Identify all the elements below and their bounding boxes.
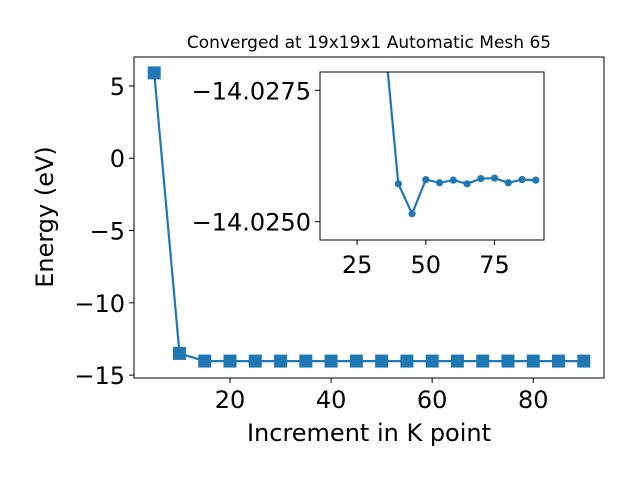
inset-y-tick-label: −14.0250	[192, 209, 311, 237]
inset-x-tick-label: 25	[342, 251, 373, 279]
inset-plot-frame	[319, 71, 545, 241]
chart-title: Converged at 19x19x1 Automatic Mesh 65	[187, 33, 551, 53]
inset-data-point	[532, 176, 540, 184]
main-series-group	[147, 66, 591, 368]
inset-data-point	[490, 174, 499, 182]
x-tick-label: 40	[316, 386, 347, 414]
inset-y-ticks: −14.0275 −14.0250	[192, 77, 320, 237]
main-data-point	[577, 354, 591, 368]
main-data-point	[450, 354, 464, 368]
x-tick-label: 60	[417, 386, 448, 414]
main-y-ticks: 5 0 −5 −10 −15	[74, 73, 134, 390]
y-axis-title: Energy (eV)	[31, 146, 59, 288]
main-data-point	[172, 346, 186, 360]
y-tick-label: 0	[110, 145, 125, 173]
y-tick-label: 5	[110, 73, 125, 101]
x-axis-title: Increment in K point	[247, 419, 491, 447]
inset-data-point	[504, 179, 512, 187]
y-tick-label: −10	[74, 290, 125, 318]
main-data-point	[375, 354, 389, 368]
x-tick-label: 80	[518, 386, 549, 414]
inset-data-point	[463, 180, 471, 188]
inset-series-group	[386, 72, 540, 218]
inset-background	[320, 72, 544, 240]
y-tick-label: −15	[74, 362, 125, 390]
main-plot-frame	[133, 56, 605, 379]
inset-data-point	[518, 176, 526, 184]
main-data-point	[299, 354, 313, 368]
inset-data-point	[449, 176, 457, 184]
main-data-point	[248, 354, 262, 368]
main-data-point	[501, 354, 515, 368]
inset-data-point	[477, 174, 485, 183]
main-data-point	[425, 354, 439, 368]
x-tick-label: 20	[215, 386, 246, 414]
main-data-point	[476, 354, 490, 368]
inset-data-point	[422, 176, 430, 184]
inset-x-tick-label: 75	[479, 251, 510, 279]
main-data-point	[552, 354, 566, 368]
main-data-point	[400, 354, 414, 368]
inset-data-point	[435, 179, 444, 187]
main-x-ticks: 20 40 60 80	[215, 378, 549, 414]
main-data-point	[526, 354, 540, 368]
main-data-point	[198, 354, 212, 368]
inset-data-point	[408, 210, 416, 218]
main-data-point	[274, 354, 288, 368]
main-data-point	[349, 354, 363, 368]
inset-data-point	[394, 180, 402, 188]
inset-y-tick-label: −14.0275	[192, 77, 311, 105]
main-data-point	[223, 354, 237, 368]
inset-x-ticks: 25 50 75	[342, 240, 510, 279]
inset-x-tick-label: 50	[411, 251, 442, 279]
main-data-point	[147, 66, 161, 80]
y-tick-label: −5	[90, 218, 125, 246]
main-data-point	[324, 354, 338, 368]
